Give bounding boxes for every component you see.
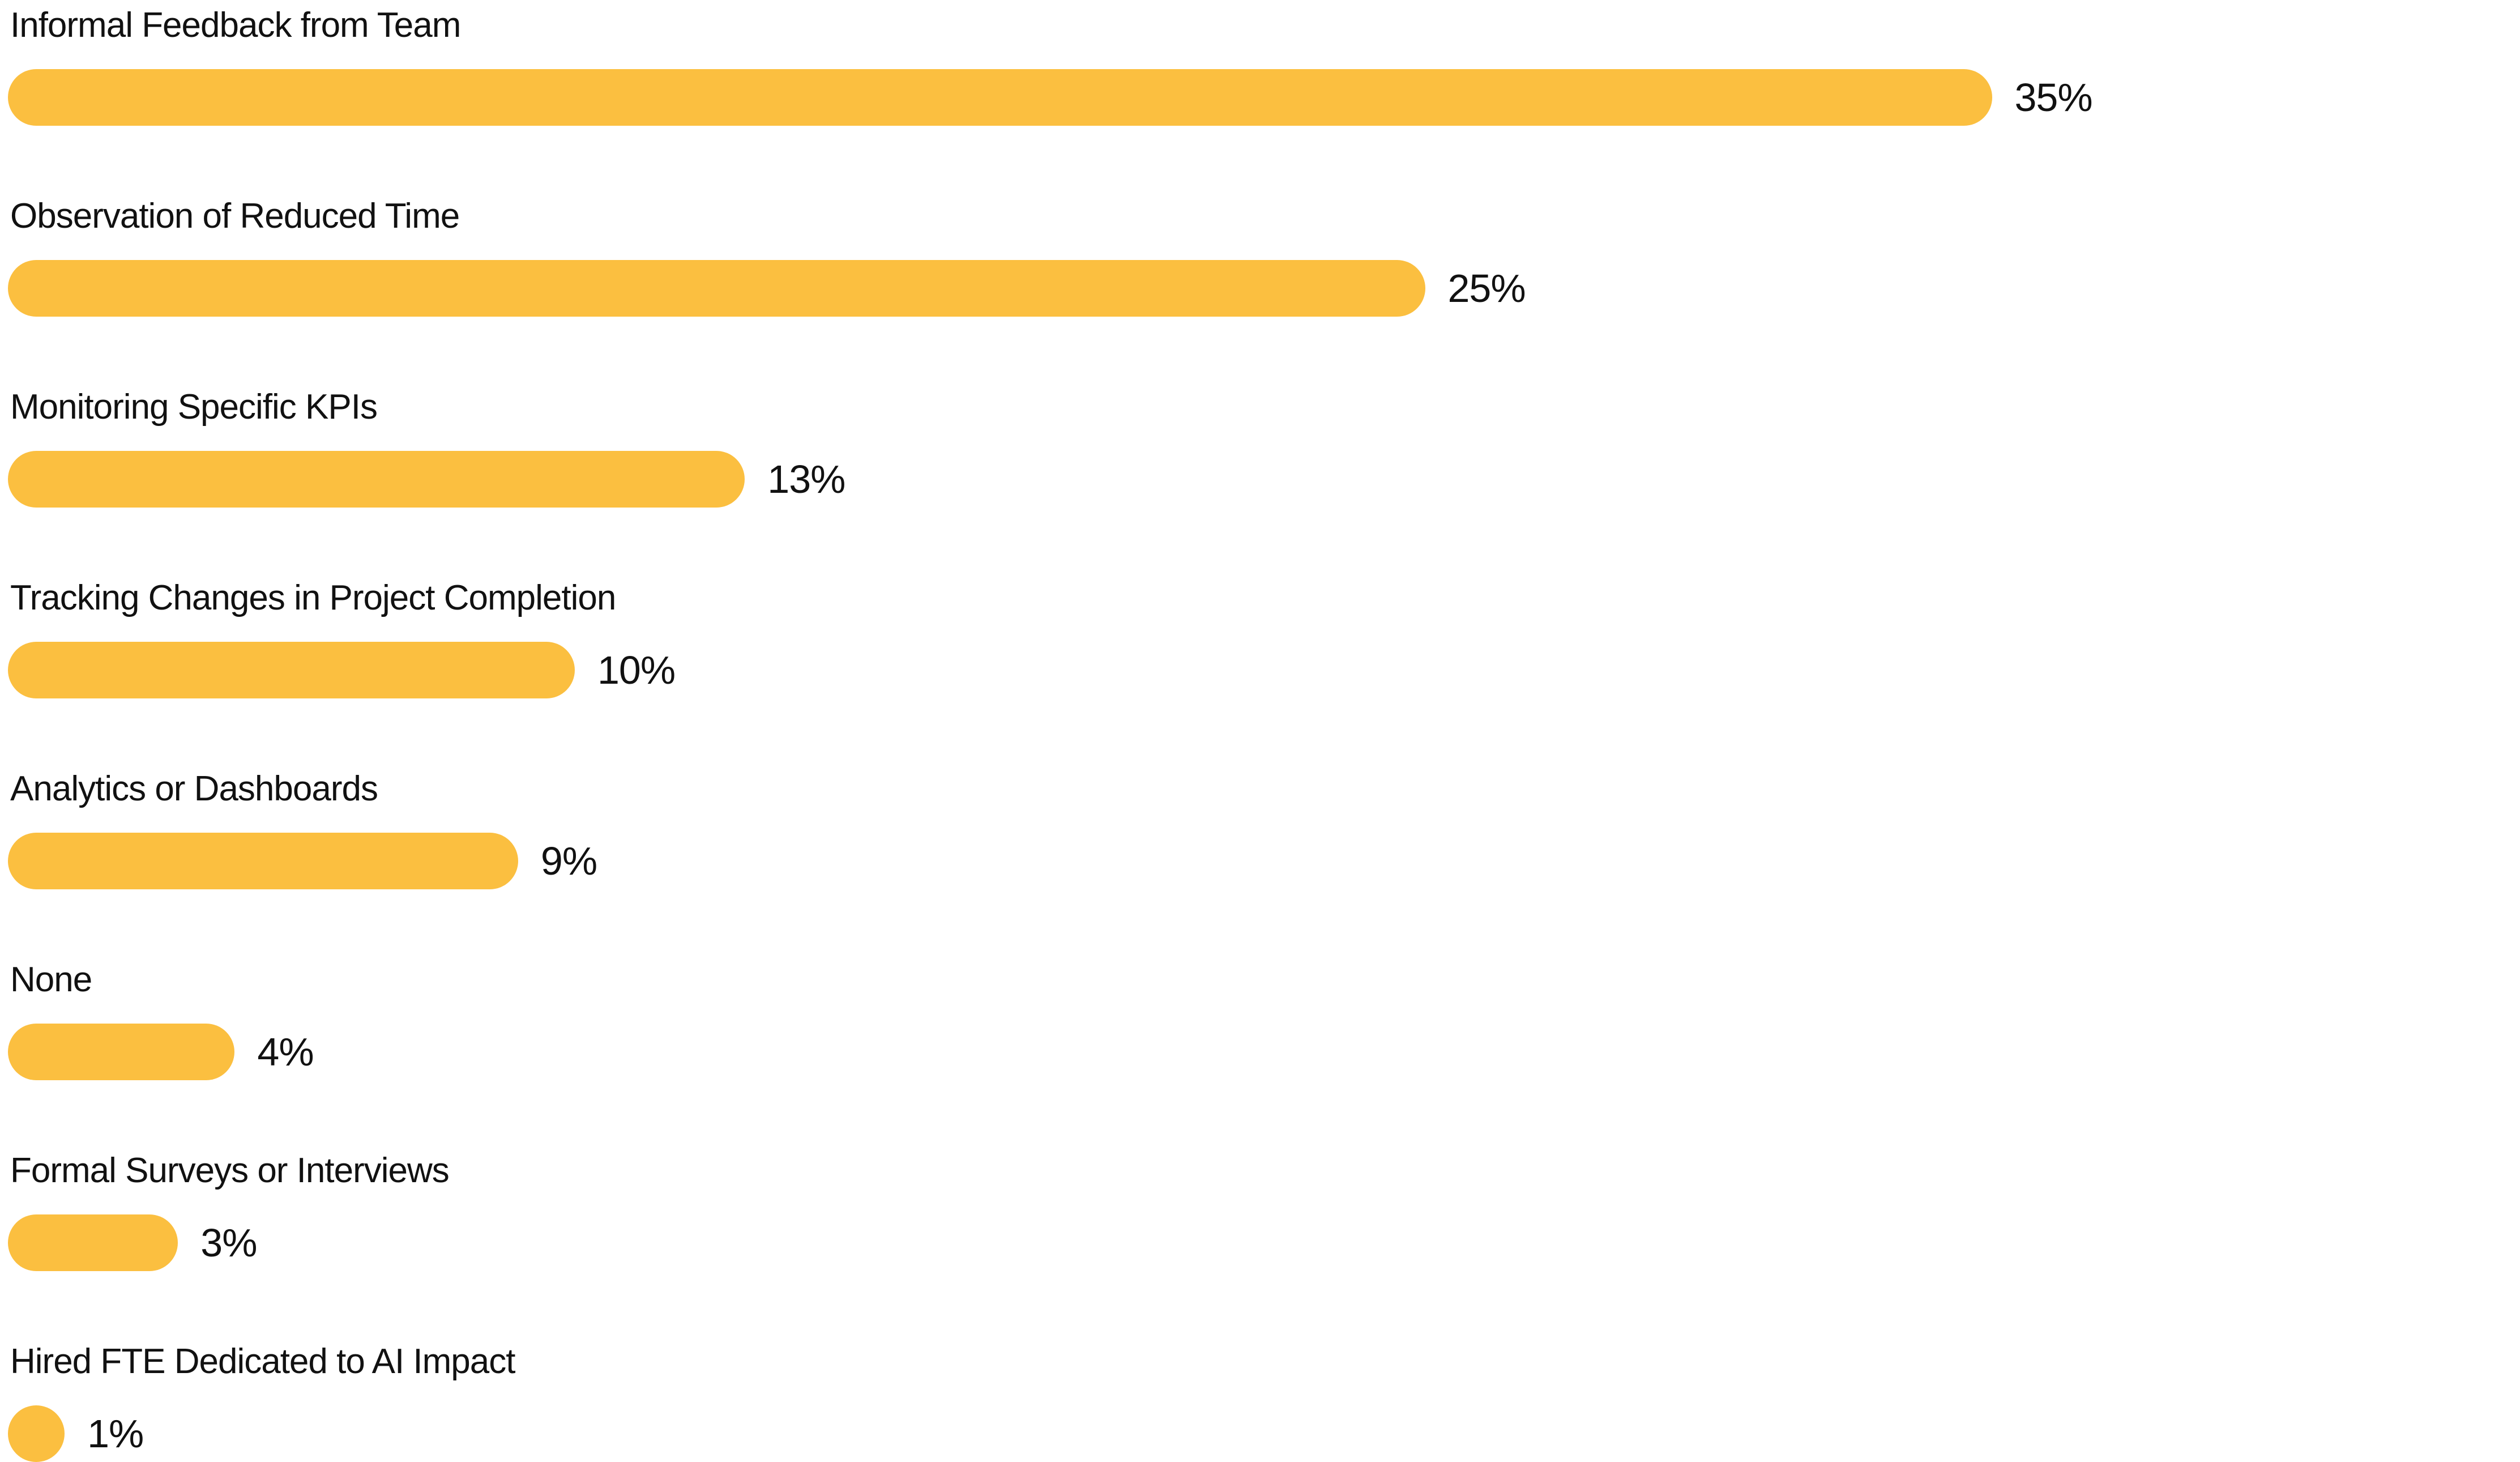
category-label: Tracking Changes in Project Completion [10, 578, 616, 617]
category-label: Monitoring Specific KPIs [10, 387, 378, 427]
value-label: 25% [1447, 266, 1526, 310]
bar [8, 642, 575, 698]
value-label: 1% [87, 1412, 144, 1456]
value-label: 10% [597, 648, 676, 692]
bar [8, 1214, 178, 1271]
bar [8, 833, 518, 889]
bar [8, 451, 745, 508]
category-label: Formal Surveys or Interviews [10, 1151, 450, 1190]
category-label: None [10, 960, 92, 999]
category-label: Hired FTE Dedicated to AI Impact [10, 1342, 515, 1381]
value-label: 4% [257, 1030, 314, 1074]
value-label: 35% [2014, 75, 2093, 120]
value-label: 3% [200, 1221, 257, 1265]
value-label: 9% [540, 839, 597, 883]
bar [8, 69, 1992, 126]
bar [8, 260, 1425, 317]
bar [8, 1024, 235, 1080]
bar [8, 1405, 65, 1462]
value-label: 13% [767, 457, 845, 501]
category-label: Analytics or Dashboards [10, 769, 378, 808]
category-label: Observation of Reduced Time [10, 197, 460, 236]
category-label: Informal Feedback from Team [10, 6, 461, 45]
